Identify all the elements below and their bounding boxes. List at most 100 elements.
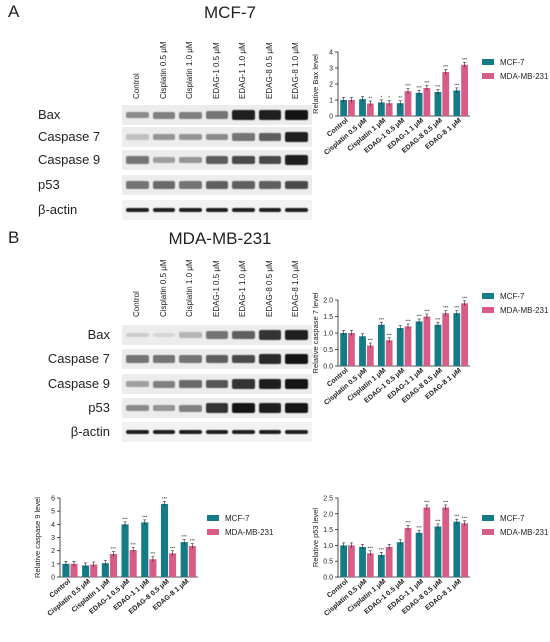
blot-band bbox=[179, 430, 202, 434]
bar bbox=[109, 553, 117, 577]
blot-band bbox=[205, 430, 228, 434]
bar bbox=[377, 102, 385, 116]
significance-label: *** bbox=[111, 546, 117, 551]
bar bbox=[180, 542, 188, 577]
blot-band bbox=[205, 111, 228, 119]
significance-label: *** bbox=[142, 514, 148, 519]
bar bbox=[423, 316, 431, 366]
bar bbox=[415, 92, 423, 116]
significance-label: *** bbox=[424, 309, 430, 314]
legend-swatch bbox=[482, 293, 494, 299]
panel-letter-a: A bbox=[8, 2, 20, 21]
blot-band bbox=[258, 208, 281, 212]
legend-label: MCF-7 bbox=[500, 292, 525, 301]
significance-label: *** bbox=[435, 518, 441, 523]
blot-band bbox=[258, 330, 281, 340]
bar bbox=[442, 72, 450, 116]
legend-swatch bbox=[482, 59, 494, 65]
bar bbox=[404, 528, 412, 577]
blot-band bbox=[232, 403, 255, 413]
significance-label: *** bbox=[182, 534, 188, 539]
y-axis-label: Relative Bax level bbox=[311, 54, 320, 114]
bar bbox=[377, 324, 385, 366]
bar bbox=[160, 503, 169, 577]
bar bbox=[423, 88, 431, 116]
significance-label: *** bbox=[435, 84, 441, 89]
blot-band bbox=[232, 133, 255, 141]
blot-band bbox=[179, 380, 202, 388]
panel-title-a: MCF-7 bbox=[204, 3, 256, 22]
legend-swatch bbox=[482, 73, 494, 79]
y-tick-label: 0.5 bbox=[323, 559, 333, 566]
bar bbox=[415, 321, 423, 366]
blot-band bbox=[152, 404, 175, 412]
blot-row-label: Caspase 7 bbox=[47, 351, 110, 366]
blot-band bbox=[285, 379, 308, 389]
significance-label: *** bbox=[379, 547, 385, 552]
legend-swatch bbox=[207, 529, 219, 535]
bar bbox=[348, 333, 355, 366]
y-tick-label: 0 bbox=[329, 114, 333, 121]
blot-band bbox=[179, 404, 202, 412]
y-tick-label: 0 bbox=[51, 575, 55, 582]
significance-label: ** bbox=[398, 95, 402, 100]
y-tick-label: 2.0 bbox=[323, 511, 333, 518]
y-tick-label: 4 bbox=[329, 50, 333, 57]
blot-band bbox=[152, 208, 175, 212]
blot-band bbox=[126, 380, 149, 388]
y-tick-label: 2.0 bbox=[323, 298, 333, 305]
blot-band bbox=[258, 354, 281, 364]
significance-label: *** bbox=[170, 545, 176, 550]
y-tick-label: 1.0 bbox=[323, 543, 333, 550]
bar bbox=[453, 521, 461, 577]
bar bbox=[82, 565, 90, 577]
bar bbox=[385, 546, 393, 577]
blot-band bbox=[258, 133, 281, 141]
blot-row-label: p53 bbox=[88, 400, 110, 415]
blot-band bbox=[126, 430, 149, 434]
blot-band bbox=[126, 355, 149, 363]
blot-band bbox=[205, 133, 228, 141]
significance-label: *** bbox=[462, 57, 468, 62]
bar bbox=[404, 91, 412, 116]
blot-band bbox=[285, 430, 308, 434]
y-tick-label: 1.5 bbox=[323, 314, 333, 321]
bar bbox=[461, 523, 468, 577]
blot-band bbox=[285, 180, 308, 190]
legend-swatch bbox=[207, 515, 219, 521]
blot-band bbox=[232, 110, 255, 120]
bar bbox=[396, 328, 404, 366]
bar bbox=[423, 507, 431, 577]
bar bbox=[415, 532, 423, 577]
bar bbox=[461, 303, 468, 366]
blot-band bbox=[179, 208, 202, 212]
blot-band bbox=[126, 404, 149, 412]
panel-letter-b: B bbox=[8, 228, 20, 247]
bar bbox=[404, 326, 412, 366]
legend-label: MDA-MB-231 bbox=[500, 306, 549, 315]
bar bbox=[442, 313, 450, 366]
y-tick-label: 3 bbox=[51, 535, 55, 542]
bar bbox=[366, 103, 374, 116]
y-tick-label: 2.5 bbox=[323, 496, 333, 503]
bar bbox=[169, 553, 177, 577]
blot-band bbox=[232, 155, 255, 165]
blot-band bbox=[258, 403, 281, 413]
y-tick-label: 1.0 bbox=[323, 331, 333, 338]
significance-label: *** bbox=[454, 514, 460, 519]
blot-band bbox=[179, 355, 202, 363]
significance-label: *** bbox=[416, 525, 422, 530]
blot-row-label: Caspase 9 bbox=[47, 376, 110, 391]
bar bbox=[453, 90, 461, 116]
significance-label: * bbox=[388, 95, 390, 100]
blot-band bbox=[205, 181, 228, 189]
blot-row-label: Caspase 9 bbox=[38, 152, 101, 167]
bar bbox=[62, 563, 70, 577]
bar bbox=[359, 336, 366, 366]
blot-band bbox=[285, 354, 308, 364]
bar bbox=[70, 563, 78, 577]
bar bbox=[396, 103, 404, 116]
bar bbox=[434, 92, 442, 116]
significance-label: *** bbox=[379, 317, 385, 322]
